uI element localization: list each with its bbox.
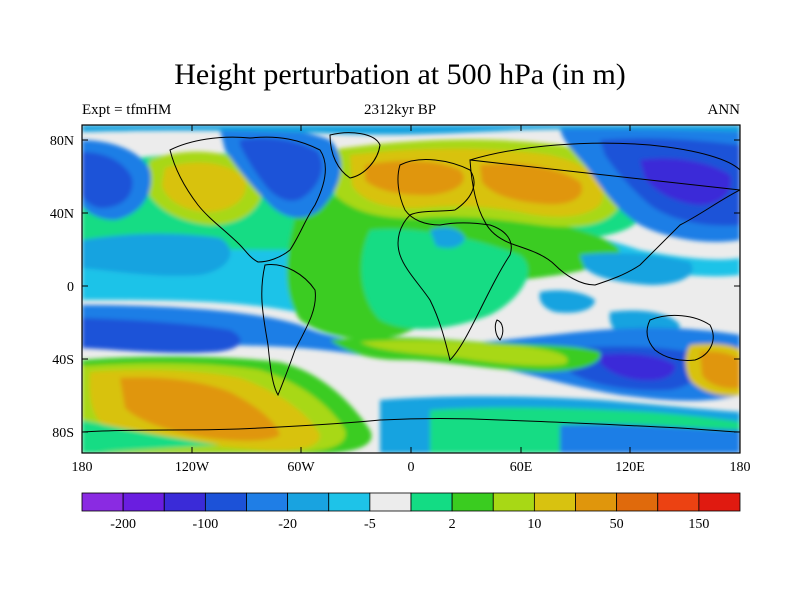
colorbar-swatch [616,492,659,512]
lon-label-180e: 180 [730,460,751,475]
lon-label-120w: 120W [175,460,210,475]
colorbar-label: 150 [688,517,709,532]
colorbar [81,492,741,512]
colorbar-swatch [369,492,412,512]
colorbar-swatch [451,492,494,512]
colorbar-swatch [533,492,576,512]
lat-label-40n: 40N [50,207,74,222]
colorbar-swatch [81,492,124,512]
colorbar-swatch [328,492,371,512]
colorbar-swatch [410,492,453,512]
colorbar-label: -20 [278,517,297,532]
colorbar-swatch [575,492,618,512]
lat-label-80s: 80S [52,426,74,441]
lon-label-0: 0 [408,460,415,475]
height-field [82,125,740,453]
experiment-label: Expt = tfmHM [82,102,172,118]
colorbar-swatch [657,492,700,512]
colorbar-swatch [246,492,289,512]
lon-label-180w: 180 [72,460,93,475]
lat-label-80n: 80N [50,134,74,149]
colorbar-label: -5 [364,517,376,532]
colorbar-label: -100 [193,517,219,532]
time-label: 2312kyr BP [363,102,437,118]
colorbar-label: 2 [449,517,456,532]
lon-label-60w: 60W [287,460,315,475]
colorbar-swatch [163,492,206,512]
colorbar-label: 10 [527,517,541,532]
plot-title: Height perturbation at 500 hPa (in m) [174,58,626,91]
colorbar-swatch [698,492,741,512]
colorbar-label: 50 [610,517,624,532]
colorbar-label: -200 [110,517,136,532]
lon-label-120e: 120E [615,460,645,475]
colorbar-labels: -200 -100 -20 -5 2 10 50 150 [110,517,709,532]
colorbar-swatch [492,492,535,512]
lat-axis: 80N 40N 0 40S 80S [50,134,740,441]
season-label: ANN [707,102,741,118]
coastlines [82,132,740,433]
lon-axis: 180 120W 60W 0 60E 120E 180 [72,125,751,475]
colorbar-swatch [122,492,165,512]
lat-label-40s: 40S [52,353,74,368]
lat-label-0: 0 [67,280,74,295]
colorbar-swatch [287,492,330,512]
lon-label-60e: 60E [510,460,533,475]
colorbar-swatch [204,492,247,512]
